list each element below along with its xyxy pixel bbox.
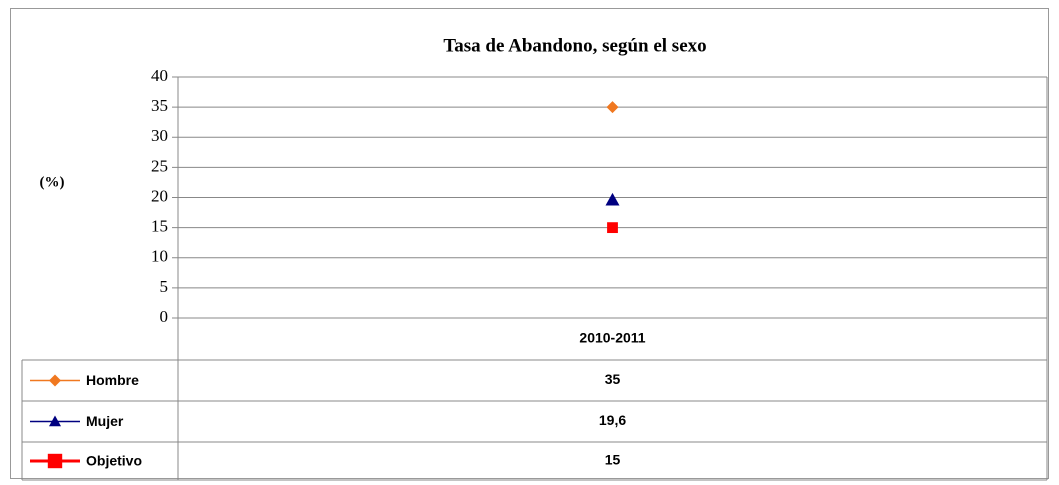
table-value: 15 — [605, 452, 621, 468]
category-label: 2010-2011 — [579, 330, 645, 346]
legend-label: Objetivo — [86, 453, 142, 469]
marker — [49, 374, 61, 387]
legend-label: Mujer — [86, 413, 124, 429]
marker — [606, 101, 619, 114]
y-tick-label: 25 — [151, 156, 168, 175]
y-tick-label: 15 — [151, 217, 168, 236]
y-tick-label: 40 — [151, 66, 168, 85]
y-tick-label: 20 — [151, 186, 168, 205]
marker — [607, 222, 618, 234]
y-tick-label: 30 — [151, 126, 168, 145]
table-value: 35 — [605, 371, 621, 387]
y-axis-label: (%) — [40, 174, 65, 190]
y-tick-label: 10 — [151, 247, 168, 266]
legend-label: Hombre — [86, 372, 139, 388]
marker — [605, 192, 620, 206]
y-tick-label: 5 — [160, 277, 169, 296]
y-tick-label: 0 — [160, 307, 169, 326]
chart-border — [10, 8, 1049, 479]
chart-title: Tasa de Abandono, según el sexo — [443, 35, 706, 56]
marker — [47, 453, 63, 469]
y-tick-label: 35 — [151, 96, 168, 115]
marker — [49, 415, 61, 427]
table-value: 19,6 — [599, 412, 626, 428]
